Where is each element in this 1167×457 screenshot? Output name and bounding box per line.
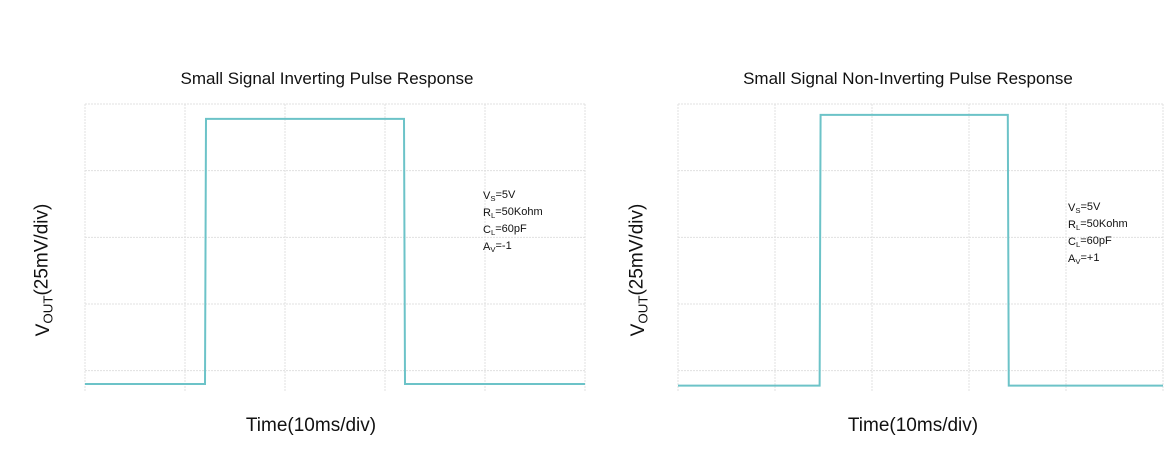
subscript: S — [1075, 206, 1080, 215]
y-axis-label: VOUT(25mV/div) — [32, 204, 56, 337]
text-part: V — [483, 190, 491, 202]
subscript: L — [1076, 240, 1081, 249]
annotation: RL=50Kohm — [483, 206, 543, 220]
subscript: OUT — [40, 296, 55, 324]
annotation: RL=50Kohm — [1068, 218, 1128, 232]
text-part: =+1 — [1080, 252, 1099, 264]
annotation: CL=60pF — [483, 223, 527, 237]
x-axis-label: Time(10ms/div) — [848, 415, 978, 436]
text-part: V — [33, 323, 54, 336]
text-part: =5V — [495, 189, 516, 201]
text-part: R — [1068, 219, 1076, 231]
subscript: S — [490, 194, 495, 203]
trace — [678, 113, 1163, 387]
text-part: =50Kohm — [495, 206, 542, 218]
chart-panel: Small Signal Inverting Pulse Response Tim… — [32, 69, 586, 436]
annotation: VS=5V — [1068, 201, 1101, 215]
text-part: (25mV/div) — [32, 204, 53, 296]
y-axis-label: VOUT(25mV/div) — [627, 204, 651, 337]
text-part: =60pF — [1080, 235, 1112, 247]
subscript: L — [491, 211, 496, 220]
chart-title: Small Signal Non-Inverting Pulse Respons… — [743, 69, 1073, 88]
text-part: =50Kohm — [1080, 218, 1127, 230]
text-part: =60pF — [495, 223, 527, 235]
text-part: V — [628, 323, 649, 336]
text-part: =5V — [1080, 201, 1101, 213]
text-part: =-1 — [495, 240, 511, 252]
annotation: AV=+1 — [1068, 252, 1099, 266]
subscript: OUT — [635, 296, 650, 324]
chart-title: Small Signal Inverting Pulse Response — [181, 69, 474, 88]
trace — [85, 117, 585, 385]
text-part: A — [1068, 253, 1076, 265]
annotation: CL=60pF — [1068, 235, 1112, 249]
text-part: C — [483, 224, 491, 236]
chart-panel: Small Signal Non-Inverting Pulse Respons… — [627, 69, 1164, 436]
annotation: VS=5V — [483, 189, 516, 203]
text-part: C — [1068, 236, 1076, 248]
text-part: (25mV/div) — [627, 204, 648, 296]
annotation: AV=-1 — [483, 240, 512, 254]
text-part: R — [483, 207, 491, 219]
subscript: V — [490, 245, 496, 254]
subscript: L — [1076, 223, 1081, 232]
subscript: V — [1075, 257, 1081, 266]
subscript: L — [491, 228, 496, 237]
x-axis-label: Time(10ms/div) — [246, 415, 376, 436]
text-part: V — [1068, 202, 1076, 214]
text-part: A — [483, 241, 491, 253]
